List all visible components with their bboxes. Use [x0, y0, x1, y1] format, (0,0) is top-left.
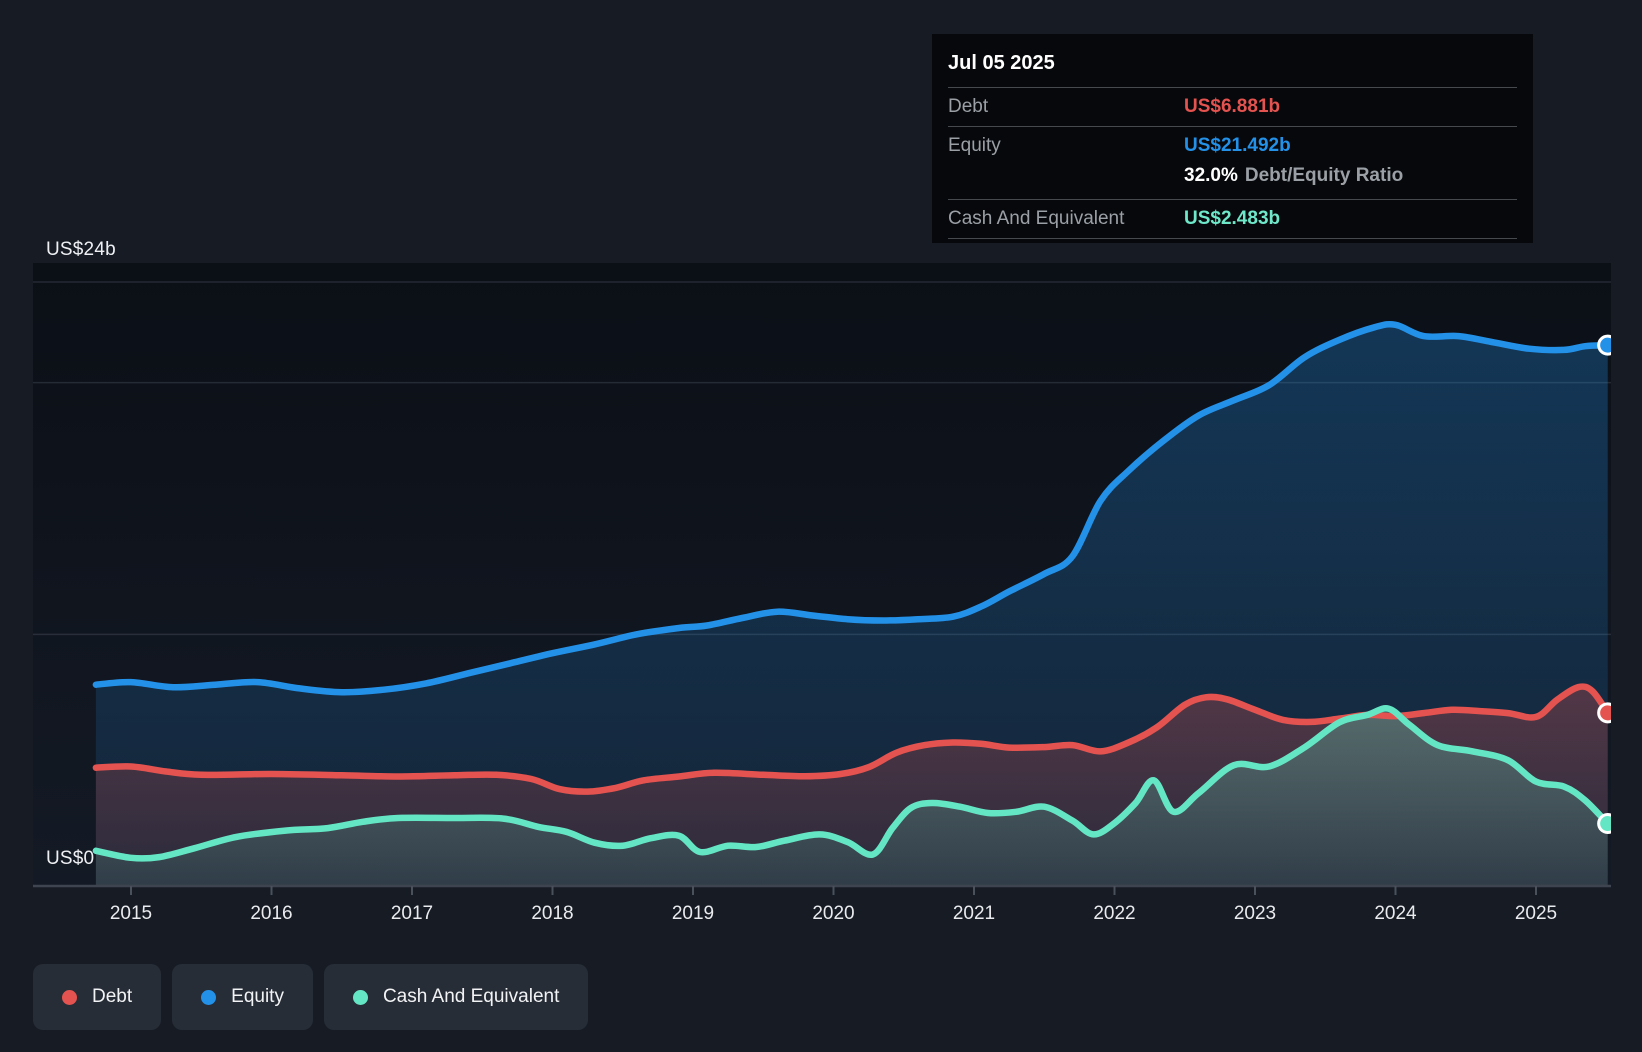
tooltip-ratio-row: 32.0% Debt/Equity Ratio	[948, 165, 1517, 199]
tooltip-row-equity: Equity US$21.492b	[948, 126, 1517, 165]
equity-dot-icon	[201, 989, 217, 1005]
x-axis-year-label: 2017	[390, 903, 434, 924]
tooltip-equity-label: Equity	[948, 135, 1001, 156]
legend-equity-label: Equity	[231, 986, 284, 1007]
legend-item-equity[interactable]: Equity	[172, 964, 313, 1030]
x-axis-year-label: 2023	[1233, 903, 1277, 924]
legend-debt-label: Debt	[92, 986, 133, 1007]
y-axis-max-label: US$24b	[46, 239, 116, 260]
x-axis-year-label: 2020	[812, 903, 855, 924]
tooltip-debt-value: US$6.881b	[1184, 96, 1281, 117]
debt-equity-ratio-value: 32.0%	[1184, 165, 1238, 186]
legend-item-cash[interactable]: Cash And Equivalent	[323, 964, 589, 1030]
debt-dot-icon	[62, 989, 77, 1005]
tooltip-cash-value: US$2.483b	[1184, 208, 1281, 229]
x-axis-year-label: 2015	[109, 903, 153, 924]
legend-cash-label: Cash And Equivalent	[382, 986, 560, 1007]
tooltip-date: Jul 05 2025	[948, 52, 1055, 74]
tooltip-cash-label: Cash And Equivalent	[948, 208, 1125, 229]
x-axis-year-label: 2016	[250, 903, 293, 924]
debt-equity-ratio-label: Debt/Equity Ratio	[1244, 165, 1404, 186]
tooltip-debt-label: Debt	[948, 96, 989, 117]
tooltip-row-cash: Cash And Equivalent US$2.483b	[948, 199, 1517, 239]
x-axis-year-label: 2024	[1374, 903, 1417, 924]
tooltip-row-debt: Debt US$6.881b	[948, 87, 1517, 126]
x-axis-year-label: 2021	[952, 903, 996, 924]
x-axis-year-label: 2025	[1514, 903, 1558, 924]
x-axis-year-label: 2018	[531, 903, 574, 924]
cash-dot-icon	[352, 989, 368, 1005]
y-axis-zero-label: US$0	[46, 848, 95, 869]
x-axis-year-label: 2022	[1093, 903, 1136, 924]
x-axis-year-label: 2019	[671, 903, 715, 924]
chart-legend: Debt Equity Cash And Equivalent	[33, 964, 589, 1030]
legend-item-debt[interactable]: Debt	[33, 964, 162, 1030]
chart-tooltip: Jul 05 2025 Debt US$6.881b Equity US$21.…	[932, 34, 1533, 243]
tooltip-equity-value: US$21.492b	[1184, 135, 1291, 156]
